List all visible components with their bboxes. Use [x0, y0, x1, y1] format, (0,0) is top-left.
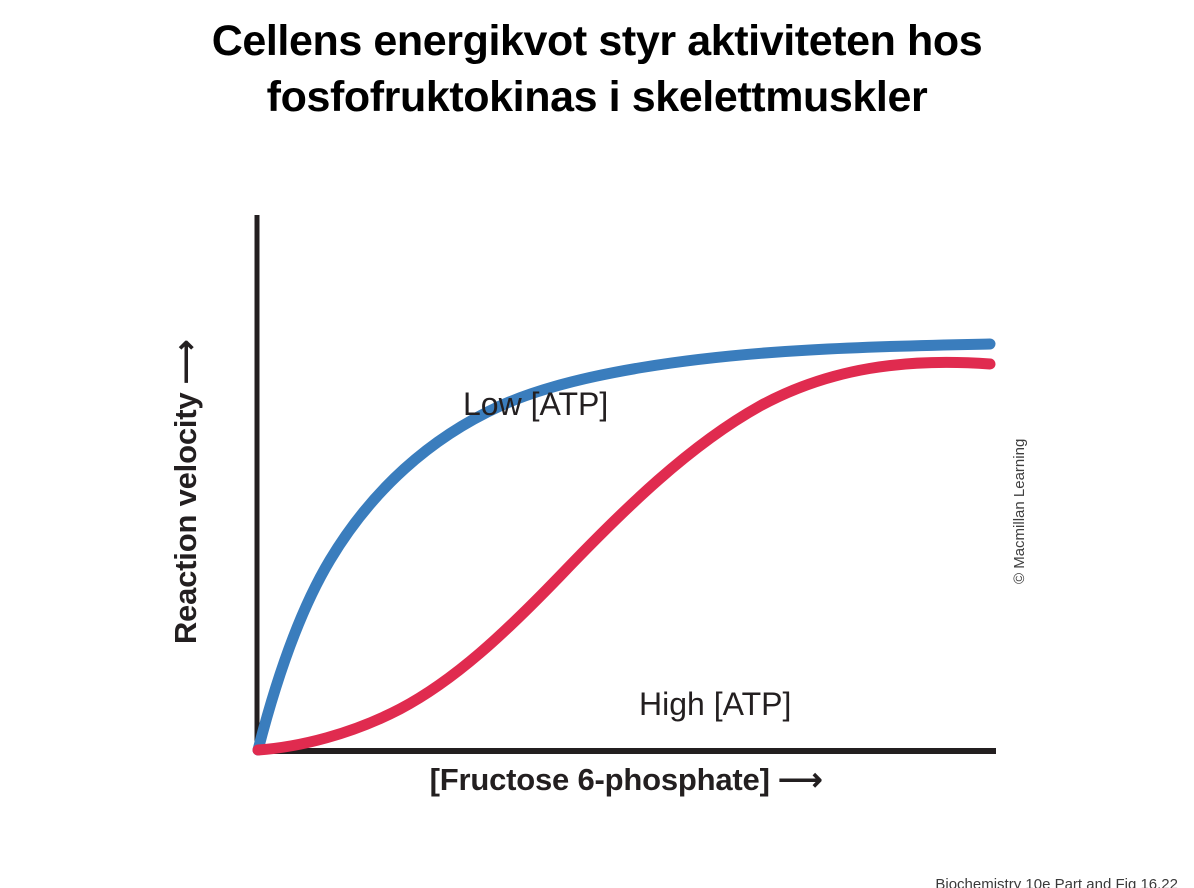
page-title: Cellens energikvot styr aktiviteten hos … — [211, 17, 983, 121]
curve-label-low-atp: Low [ATP] — [463, 386, 609, 422]
figure-source-line: Biochemistry 10e Part and Fig 16.22 — [935, 876, 1178, 888]
x-axis-title: [Fructose 6-phosphate] ⟶ — [429, 762, 823, 797]
copyright-credit: © Macmillan Learning — [1011, 438, 1028, 584]
curve-high-atp — [252, 356, 996, 756]
y-axis-title: Reaction velocity ⟶ — [168, 0, 214, 644]
figure-container: Low [ATP] High [ATP] © Macmillan Learnin… — [0, 178, 1194, 838]
curve-label-high-atp: High [ATP] — [639, 686, 792, 722]
curve-low-atp — [252, 338, 996, 756]
reaction-velocity-plot — [252, 215, 996, 756]
y-axis-title-text: Reaction velocity ⟶ — [168, 339, 203, 645]
